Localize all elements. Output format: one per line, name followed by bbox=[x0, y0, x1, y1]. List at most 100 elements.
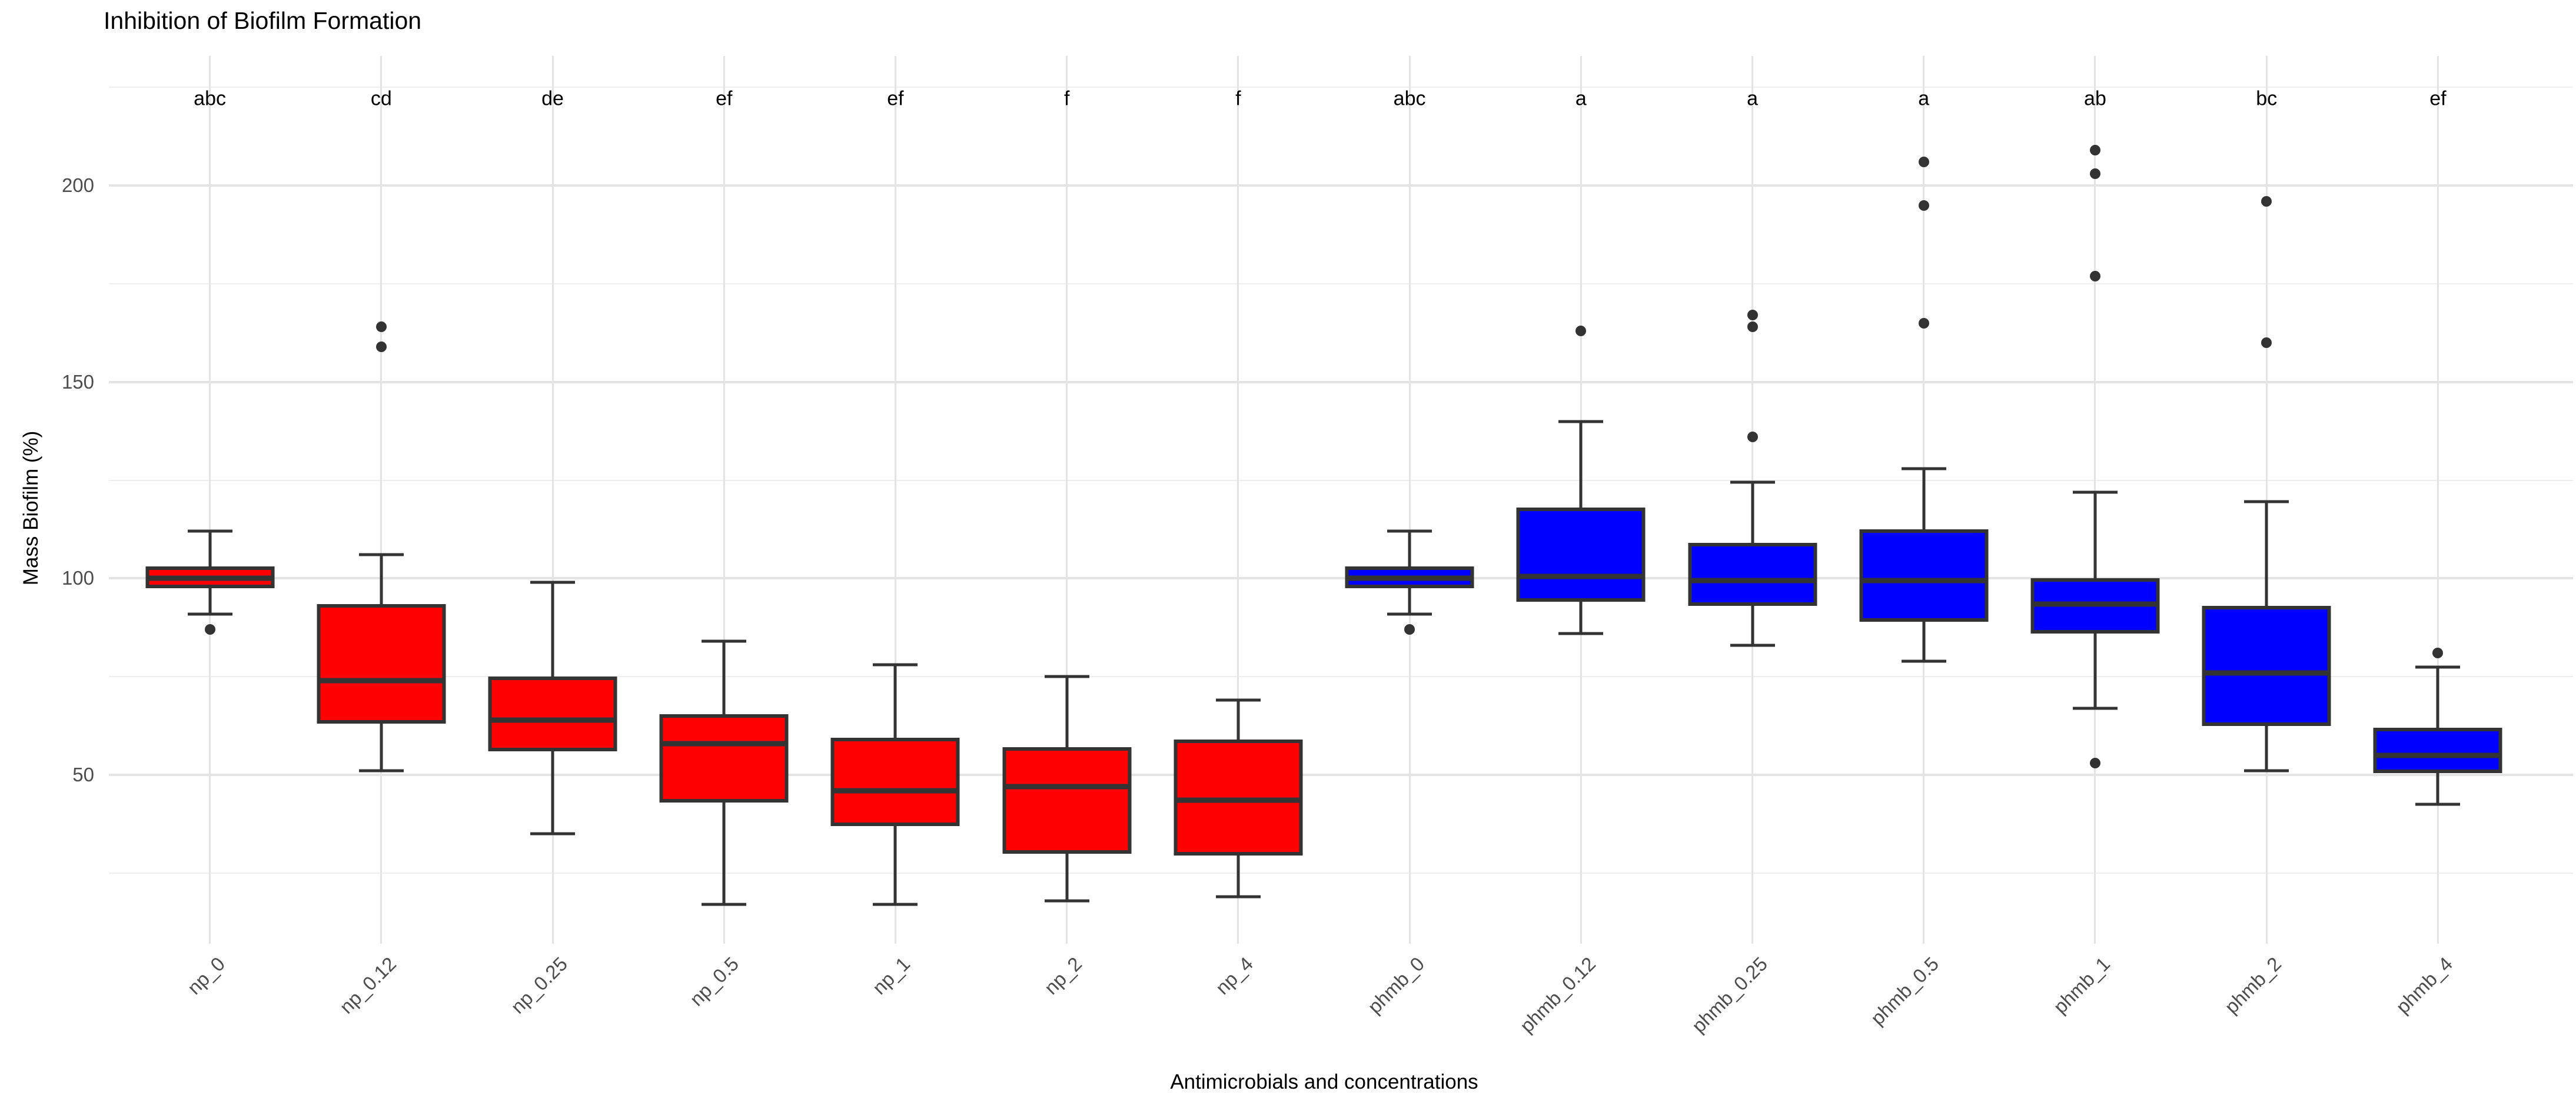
whisker-cap-lower-np_0 bbox=[187, 612, 232, 615]
whisker-cap-upper-phmb_2 bbox=[2244, 500, 2289, 503]
whisker-cap-lower-phmb_2 bbox=[2244, 769, 2289, 772]
sig-letter-phmb_4: ef bbox=[2429, 87, 2447, 110]
whisker-cap-lower-phmb_4 bbox=[2415, 803, 2461, 806]
box-np_4 bbox=[1174, 740, 1303, 856]
whisker-lower-phmb_0.5 bbox=[1922, 621, 1926, 661]
outlier-phmb_1-3 bbox=[2089, 145, 2100, 156]
x-tick-label-phmb_0.12: phmb_0.12 bbox=[1515, 953, 1600, 1037]
whisker-lower-phmb_2 bbox=[2265, 725, 2268, 771]
whisker-cap-lower-np_0.25 bbox=[530, 832, 576, 836]
gridline-x-phmb_2 bbox=[2265, 56, 2268, 944]
whisker-upper-phmb_1 bbox=[2093, 492, 2097, 579]
whisker-lower-phmb_0.25 bbox=[1751, 606, 1754, 645]
sig-letter-np_0: abc bbox=[194, 87, 227, 110]
whisker-upper-np_0 bbox=[208, 531, 212, 567]
sig-letter-np_0.12: cd bbox=[370, 87, 392, 110]
sig-letter-phmb_0: abc bbox=[1393, 87, 1426, 110]
median-phmb_0.25 bbox=[1688, 578, 1817, 583]
whisker-cap-upper-phmb_0.5 bbox=[1901, 467, 1946, 470]
sig-letter-phmb_0.12: a bbox=[1575, 87, 1587, 110]
gridline-y-minor-175 bbox=[109, 283, 2573, 284]
box-np_0.12 bbox=[317, 604, 446, 724]
outlier-phmb_0.25-2 bbox=[1747, 310, 1758, 321]
whisker-cap-lower-phmb_1 bbox=[2072, 707, 2118, 710]
whisker-lower-np_4 bbox=[1237, 855, 1240, 897]
median-np_4 bbox=[1174, 797, 1303, 803]
outlier-phmb_1-0 bbox=[2089, 758, 2100, 769]
x-tick-label-phmb_2: phmb_2 bbox=[2220, 953, 2286, 1018]
outlier-phmb_1-2 bbox=[2089, 168, 2100, 180]
x-tick-label-np_4: np_4 bbox=[1211, 953, 1258, 999]
x-tick-label-np_0: np_0 bbox=[182, 953, 229, 999]
sig-letter-phmb_0.25: a bbox=[1747, 87, 1758, 110]
box-phmb_4 bbox=[2373, 728, 2502, 773]
gridline-y-minor-75 bbox=[109, 676, 2573, 678]
whisker-upper-np_4 bbox=[1237, 700, 1240, 740]
sig-letter-np_4: f bbox=[1235, 87, 1241, 110]
box-np_0.25 bbox=[488, 677, 617, 752]
median-np_0.25 bbox=[488, 717, 617, 723]
whisker-cap-lower-np_0.12 bbox=[358, 769, 404, 772]
whisker-upper-phmb_0.12 bbox=[1579, 421, 1583, 508]
box-np_1 bbox=[830, 737, 960, 826]
whisker-lower-np_1 bbox=[893, 825, 897, 905]
whisker-cap-lower-phmb_0.25 bbox=[1730, 644, 1775, 647]
box-phmb_2 bbox=[2202, 606, 2331, 726]
gridline-y-200 bbox=[109, 184, 2573, 187]
x-tick-label-np_0.25: np_0.25 bbox=[506, 953, 572, 1018]
gridline-x-phmb_0 bbox=[1408, 56, 1411, 944]
gridline-y-minor-125 bbox=[109, 479, 2573, 481]
whisker-lower-np_0.25 bbox=[551, 751, 554, 834]
gridline-y-50 bbox=[109, 774, 2573, 777]
gridline-y-150 bbox=[109, 380, 2573, 383]
x-tick-label-phmb_4: phmb_4 bbox=[2392, 953, 2457, 1018]
sig-letter-np_1: ef bbox=[887, 87, 904, 110]
y-tick-label-100: 100 bbox=[61, 567, 94, 589]
sig-letter-phmb_2: bc bbox=[2256, 87, 2278, 110]
median-phmb_0 bbox=[1345, 575, 1474, 581]
whisker-lower-np_0 bbox=[208, 588, 212, 614]
outlier-phmb_2-1 bbox=[2261, 195, 2272, 207]
whisker-cap-lower-np_4 bbox=[1215, 895, 1261, 899]
x-tick-label-phmb_0: phmb_0 bbox=[1363, 953, 1429, 1018]
y-tick-label-200: 200 bbox=[61, 174, 94, 197]
x-axis-title: Antimicrobials and concentrations bbox=[1170, 1070, 1478, 1093]
outlier-phmb_1-1 bbox=[2089, 270, 2100, 281]
box-phmb_0.12 bbox=[1516, 508, 1646, 602]
whisker-cap-upper-phmb_4 bbox=[2415, 665, 2461, 669]
whisker-upper-np_0.25 bbox=[551, 582, 554, 677]
whisker-cap-upper-np_1 bbox=[873, 663, 918, 667]
gridline-y-minor-25 bbox=[109, 872, 2573, 874]
sig-letter-phmb_0.5: a bbox=[1918, 87, 1930, 110]
box-phmb_0.25 bbox=[1688, 543, 1817, 606]
box-np_0.5 bbox=[659, 714, 789, 803]
gridline-x-np_4 bbox=[1237, 56, 1239, 944]
whisker-upper-phmb_4 bbox=[2436, 667, 2439, 728]
whisker-cap-upper-phmb_0.25 bbox=[1730, 480, 1775, 484]
gridline-x-np_2 bbox=[1066, 56, 1068, 944]
median-phmb_0.5 bbox=[1859, 578, 1989, 583]
whisker-cap-lower-np_1 bbox=[873, 903, 918, 906]
whisker-cap-lower-np_0.5 bbox=[702, 903, 747, 906]
gridline-x-np_1 bbox=[894, 56, 896, 944]
whisker-upper-phmb_0.5 bbox=[1922, 468, 1926, 530]
median-phmb_2 bbox=[2202, 670, 2331, 676]
x-tick-label-np_1: np_1 bbox=[868, 953, 915, 999]
gridline-x-np_0.25 bbox=[551, 56, 554, 944]
whisker-upper-np_0.5 bbox=[722, 641, 726, 714]
whisker-cap-upper-phmb_0 bbox=[1387, 529, 1432, 533]
outlier-phmb_0-0 bbox=[1404, 624, 1415, 635]
gridline-x-phmb_4 bbox=[2437, 56, 2439, 944]
whisker-cap-upper-phmb_0.12 bbox=[1558, 420, 1604, 423]
whisker-cap-lower-phmb_0 bbox=[1387, 612, 1432, 615]
whisker-upper-phmb_0.25 bbox=[1751, 482, 1754, 543]
sig-letter-np_2: f bbox=[1063, 87, 1070, 110]
whisker-lower-np_0.5 bbox=[722, 802, 726, 905]
sig-letter-np_0.5: ef bbox=[716, 87, 733, 110]
whisker-cap-upper-phmb_1 bbox=[2072, 490, 2118, 494]
whisker-upper-np_2 bbox=[1065, 677, 1069, 748]
box-np_2 bbox=[1002, 747, 1132, 854]
outlier-phmb_0.12-0 bbox=[1575, 326, 1587, 337]
